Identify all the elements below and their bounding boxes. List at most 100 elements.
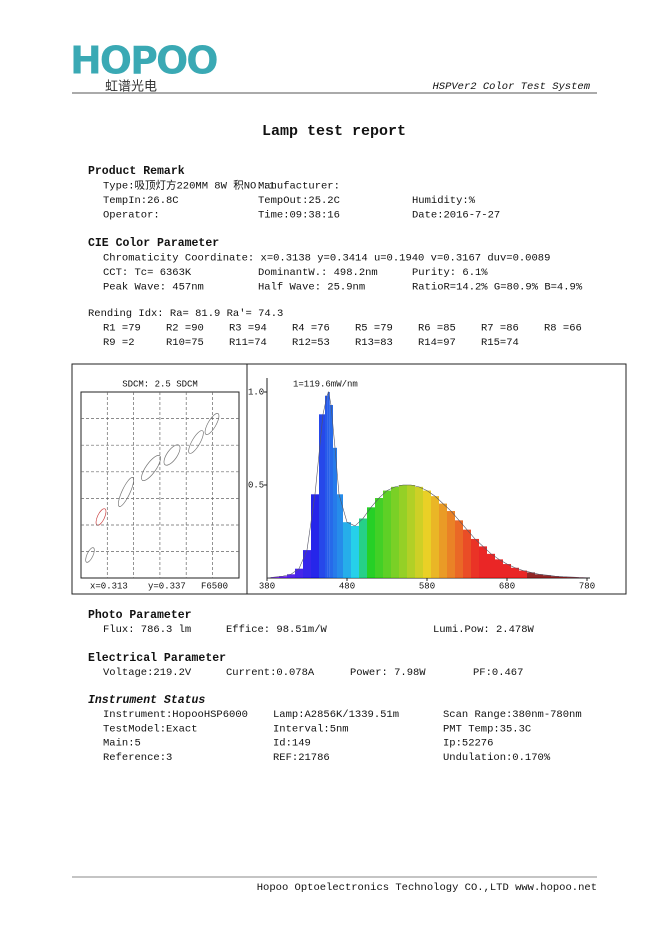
field: R13=83 [355, 337, 393, 349]
field: R5 =79 [355, 322, 393, 334]
field: CCT: Tc= 6363K [103, 267, 192, 279]
spectrum-bar [343, 522, 351, 578]
field: R6 =85 [418, 322, 456, 334]
field: Lumi.Pow: 2.478W [433, 624, 535, 636]
section-heading: Electrical Parameter [88, 652, 226, 665]
field: R3 =94 [229, 322, 267, 334]
ellipse [188, 430, 204, 454]
sdcm-ref: F6500 [201, 581, 228, 591]
system-name: HSPVer2 Color Test System [432, 81, 590, 93]
y-tick-label: 1.0 [248, 387, 264, 397]
field: Purity: 6.1% [412, 267, 488, 279]
spectrum-bar [479, 546, 487, 578]
field: R2 =90 [166, 322, 204, 334]
report-title: Lamp test report [262, 123, 406, 140]
footer: Hopoo Optoelectronics Technology CO.,LTD… [257, 882, 597, 894]
field: Peak Wave: 457nm [103, 281, 204, 293]
spectrum-bar [431, 496, 439, 578]
sdcm-y: y=0.337 [148, 581, 186, 591]
spectrum-bar [319, 414, 325, 578]
section-heading: CIE Color Parameter [88, 237, 219, 250]
spectrum-bar [503, 564, 511, 578]
x-tick-label: 380 [259, 581, 275, 591]
spectrum-bar [287, 574, 295, 578]
spectrum-bar [303, 550, 311, 578]
spectrum-bar [399, 485, 407, 578]
field: Scan Range:380nm-780nm [443, 709, 582, 721]
spectrum-bar [407, 485, 415, 578]
field: PMT Temp:35.3C [443, 723, 531, 735]
logo: HOPOO [70, 39, 217, 83]
field: Current:0.078A [226, 667, 315, 679]
field: PF:0.467 [473, 667, 523, 679]
field: R9 =2 [103, 337, 135, 349]
field: Manufacturer: [258, 180, 340, 192]
ellipse [204, 413, 220, 435]
x-tick-label: 780 [579, 581, 595, 591]
sdcm-title: SDCM: 2.5 SDCM [122, 379, 198, 389]
x-tick-label: 680 [499, 581, 515, 591]
y-tick-label: 0.5 [248, 480, 264, 490]
spectrum-bar [495, 559, 503, 578]
field: Date:2016-7-27 [412, 209, 500, 221]
spectrum-bar [559, 576, 567, 578]
section-heading: Photo Parameter [88, 609, 192, 622]
spectrum-bar [511, 567, 519, 578]
field: Operator: [103, 209, 160, 221]
spectrum-bar [333, 447, 337, 578]
spectrum-bar [463, 529, 471, 578]
field: Reference:3 [103, 752, 172, 764]
ellipse [85, 547, 95, 563]
spectrum-bar [535, 574, 543, 578]
spectrum-bar [471, 538, 479, 578]
field: Interval:5nm [273, 723, 349, 735]
spectrum-bar [423, 490, 431, 578]
field: R12=53 [292, 337, 330, 349]
field: Ip:52276 [443, 738, 493, 750]
section-heading: Rending Idx: Ra= 81.9 Ra'= 74.3 [88, 308, 283, 320]
sdcm-x: x=0.313 [90, 581, 128, 591]
x-tick-label: 580 [419, 581, 435, 591]
spectrum-bar [325, 395, 328, 578]
field: REF:21786 [273, 752, 330, 764]
field: R10=75 [166, 337, 204, 349]
field: Lamp:A2856K/1339.51m [273, 709, 399, 721]
spectrum-bar [271, 577, 279, 578]
spectrum-bar [487, 553, 495, 578]
field: TestModel:Exact [103, 723, 198, 735]
ellipse [141, 455, 161, 481]
spectrum-bar [567, 577, 575, 578]
field: R14=97 [418, 337, 456, 349]
chart-frame [71, 363, 627, 595]
field: Flux: 786.3 lm [103, 624, 191, 636]
spectrum-bar [551, 576, 559, 578]
spectrum-bar [519, 570, 527, 578]
spectrum-bar [439, 503, 447, 578]
field: Main:5 [103, 738, 141, 750]
field: Undulation:0.170% [443, 752, 551, 764]
spectrum-line [266, 390, 588, 579]
field: Effice: 98.51m/W [226, 624, 328, 636]
spectrum-bar [295, 568, 303, 578]
spectrum-bar [447, 511, 455, 578]
spectrum-bar [311, 494, 319, 578]
field: TempOut:25.2C [258, 195, 340, 207]
field: R1 =79 [103, 322, 141, 334]
field: Instrument:HopooHSP6000 [103, 709, 248, 721]
field: R11=74 [229, 337, 267, 349]
spectrum-bar [327, 392, 330, 578]
spectrum-bar [337, 494, 343, 578]
field: R7 =86 [481, 322, 519, 334]
field: R15=74 [481, 337, 519, 349]
spectrum-bar [543, 575, 551, 578]
field: Power: 7.98W [350, 667, 426, 679]
spectrum-bar [383, 490, 391, 578]
spectrum-bar [455, 520, 463, 578]
field: R8 =66 [544, 322, 582, 334]
spectrum-bar [527, 572, 535, 578]
spectrum-bar [359, 518, 367, 578]
logo-sub: 虹谱光电 [105, 80, 157, 95]
field: Type:吸顶灯方220MM 8W 积NO.:1 [103, 178, 275, 192]
field: Voltage:219.2V [103, 667, 192, 679]
